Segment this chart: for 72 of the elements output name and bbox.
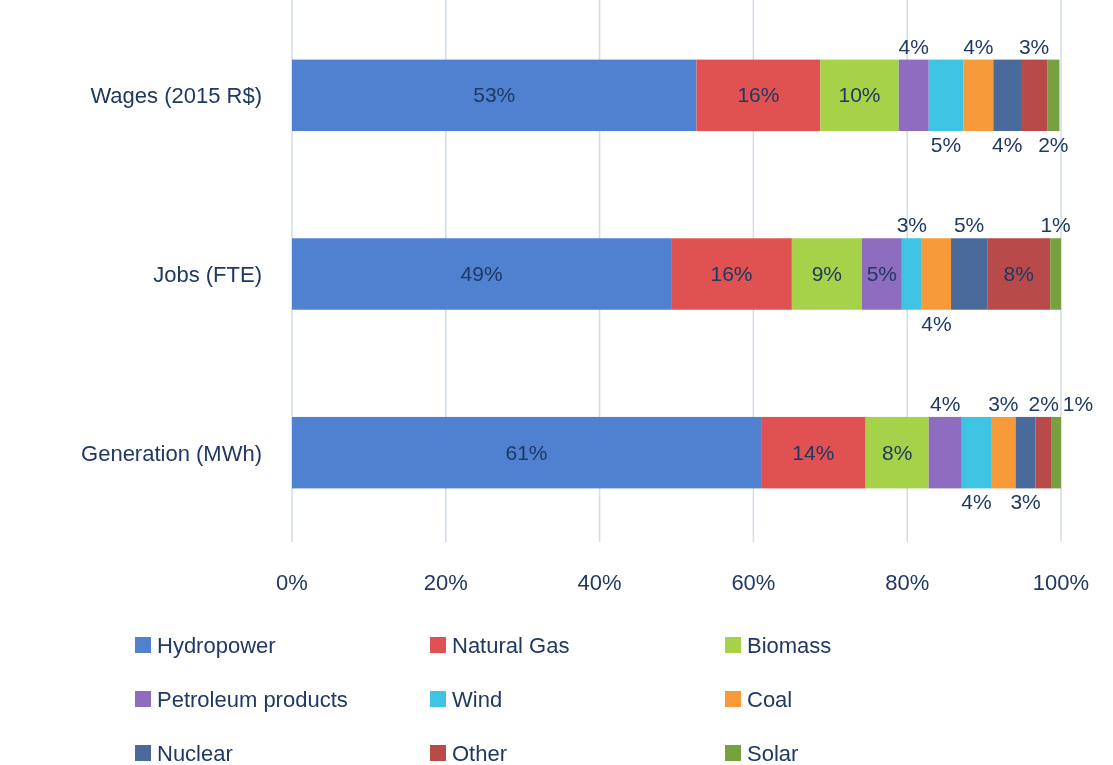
bar [921, 238, 952, 310]
legend-label: Nuclear [157, 741, 233, 765]
bar [292, 416, 762, 489]
bar [951, 238, 988, 310]
legend-label: Wind [452, 687, 503, 712]
x-tick-label: 80% [885, 570, 930, 595]
data-label: 4% [930, 391, 961, 415]
bar [901, 238, 922, 310]
data-label: 61% [505, 440, 548, 464]
bar [993, 59, 1022, 132]
data-label: 4% [991, 133, 1023, 157]
bar [292, 238, 672, 310]
bar [1021, 59, 1048, 132]
bar [696, 59, 821, 132]
legend-label: Biomass [747, 633, 832, 658]
legend-label: Solar [747, 741, 799, 765]
data-label: 1% [1040, 213, 1071, 237]
bar [961, 416, 992, 489]
legend-label: Hydropower [157, 633, 276, 658]
legend-label: Natural Gas [452, 633, 570, 658]
y-tick-label: Generation (MWh) [81, 440, 262, 466]
data-label: 2% [1028, 391, 1059, 415]
data-label: 9% [811, 262, 843, 285]
bar [861, 238, 902, 310]
bar [898, 59, 929, 132]
bar [1035, 416, 1052, 489]
data-label: 8% [882, 440, 913, 464]
bar [1050, 238, 1061, 310]
bar [928, 416, 962, 489]
data-label: 5% [953, 213, 985, 237]
data-label: 5% [866, 262, 897, 285]
bar [1051, 416, 1061, 489]
bar [791, 238, 862, 310]
bar [928, 59, 964, 132]
x-tick-label: 20% [423, 570, 468, 595]
data-label: 14% [792, 440, 835, 464]
data-label: 3% [988, 391, 1019, 415]
bar [292, 59, 697, 132]
bar [761, 416, 866, 489]
bar [991, 416, 1016, 489]
data-label: 4% [921, 311, 952, 335]
bar [865, 416, 929, 489]
x-tick-label: 100% [1032, 570, 1090, 595]
data-label: 4% [963, 34, 994, 58]
data-label: 3% [1010, 490, 1041, 514]
y-tick-label: Jobs (FTE) [153, 262, 262, 287]
data-label: 8% [1003, 262, 1034, 285]
x-tick-label: 40% [577, 570, 622, 595]
y-tick-label: Wages (2015 R$) [90, 83, 262, 109]
data-label: 53% [473, 83, 516, 107]
bar [1015, 416, 1036, 489]
bar [963, 59, 994, 132]
x-tick-label: 60% [731, 570, 776, 595]
bar [1047, 59, 1060, 132]
bar [820, 59, 899, 132]
data-label: 10% [838, 83, 881, 107]
bar [671, 238, 792, 310]
data-label: 2% [1038, 133, 1069, 157]
legend-label: Petroleum products [157, 687, 348, 712]
legend-label: Coal [747, 687, 793, 712]
data-label: 5% [930, 133, 962, 157]
data-label: 4% [898, 34, 929, 58]
legend-label: Other [452, 741, 508, 765]
data-label: 16% [737, 83, 780, 107]
data-label: 49% [460, 262, 503, 285]
data-label: 4% [961, 490, 992, 514]
data-label: 16% [710, 262, 753, 285]
bar [987, 238, 1051, 310]
data-label: 3% [896, 213, 927, 237]
data-label: 3% [1018, 34, 1050, 58]
data-label: 1% [1062, 391, 1094, 415]
x-tick-label: 0% [276, 570, 308, 595]
